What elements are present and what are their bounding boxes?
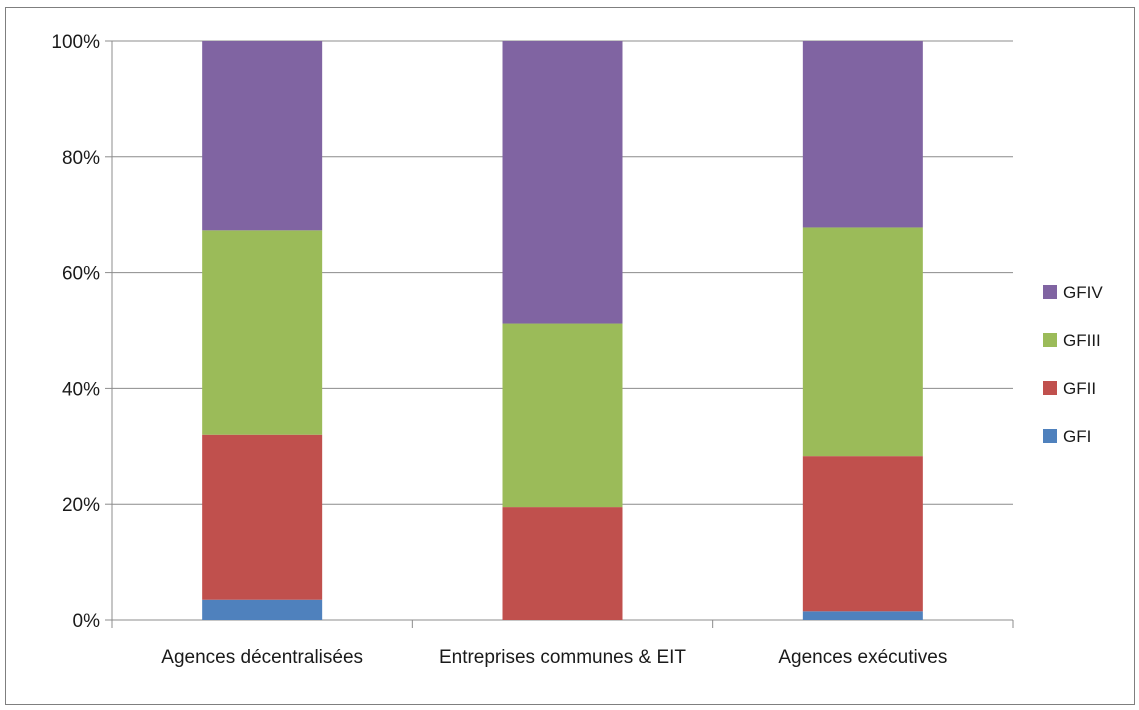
legend-label: GFI	[1063, 427, 1091, 446]
bar-segment-gfii	[502, 507, 623, 620]
legend-swatch-gfiii	[1043, 333, 1057, 347]
bar-segment-gfiv	[802, 41, 923, 228]
y-tick-label: 100%	[51, 32, 100, 53]
legend-label: GFIV	[1063, 283, 1103, 302]
category-label: Entreprises communes & EIT	[439, 647, 686, 668]
y-tick-label: 0%	[73, 611, 101, 632]
category-label: Agences décentralisées	[161, 647, 363, 668]
bar-segment-gfiii	[802, 227, 923, 457]
legend-label: GFIII	[1063, 331, 1101, 350]
legend-label: GFII	[1063, 379, 1096, 398]
y-tick-label: 60%	[62, 264, 100, 285]
y-tick-label: 40%	[62, 379, 100, 400]
bar-segment-gfiv	[202, 41, 323, 231]
legend-swatch-gfi	[1043, 429, 1057, 443]
bar-segment-gfiv	[502, 41, 623, 324]
bar-segment-gfii	[202, 434, 323, 600]
bar-segment-gfiii	[502, 323, 623, 508]
y-tick-label: 80%	[62, 148, 100, 169]
bar-segment-gfiii	[202, 230, 323, 435]
bar-segment-gfi	[202, 599, 323, 620]
bar-segment-gfii	[802, 456, 923, 612]
legend-swatch-gfiv	[1043, 285, 1057, 299]
category-label: Agences exécutives	[778, 647, 947, 668]
bar-segment-gfi	[802, 611, 923, 620]
y-tick-label: 20%	[62, 495, 100, 516]
legend-swatch-gfii	[1043, 381, 1057, 395]
